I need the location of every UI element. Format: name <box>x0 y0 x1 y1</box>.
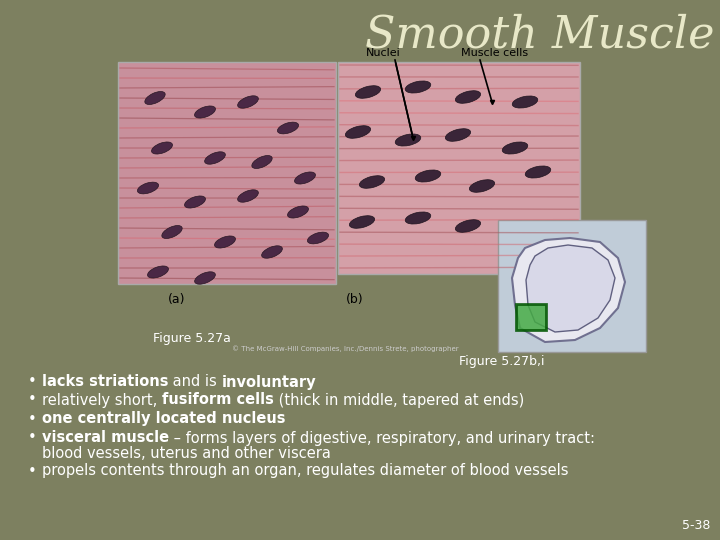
Ellipse shape <box>148 266 168 278</box>
Ellipse shape <box>238 96 258 108</box>
Text: •: • <box>28 375 37 389</box>
Ellipse shape <box>145 91 165 105</box>
Ellipse shape <box>215 236 235 248</box>
Bar <box>118 62 336 284</box>
Text: propels contents through an organ, regulates diameter of blood vessels: propels contents through an organ, regul… <box>42 463 569 478</box>
Text: •: • <box>28 393 37 408</box>
PathPatch shape <box>526 245 615 332</box>
Ellipse shape <box>349 215 374 228</box>
Ellipse shape <box>252 156 272 168</box>
Text: (a): (a) <box>168 293 186 306</box>
Text: (thick in middle, tapered at ends): (thick in middle, tapered at ends) <box>274 393 524 408</box>
Text: and is: and is <box>168 375 222 389</box>
Ellipse shape <box>204 152 225 164</box>
Ellipse shape <box>455 220 481 232</box>
Ellipse shape <box>294 172 315 184</box>
Text: 5-38: 5-38 <box>682 519 710 532</box>
Text: fusiform cells: fusiform cells <box>162 393 274 408</box>
Ellipse shape <box>356 86 381 98</box>
Ellipse shape <box>238 190 258 202</box>
Text: lacks striations: lacks striations <box>42 375 168 389</box>
Ellipse shape <box>415 170 441 182</box>
Ellipse shape <box>151 142 173 154</box>
Ellipse shape <box>287 206 308 218</box>
Ellipse shape <box>512 96 538 108</box>
Ellipse shape <box>277 122 299 134</box>
Ellipse shape <box>455 91 481 103</box>
Text: relatively short,: relatively short, <box>42 393 162 408</box>
Ellipse shape <box>405 81 431 93</box>
Ellipse shape <box>194 272 215 284</box>
Ellipse shape <box>346 126 371 138</box>
Text: •: • <box>28 411 37 427</box>
Text: © The McGraw-Hill Companies, Inc./Dennis Strete, photographer: © The McGraw-Hill Companies, Inc./Dennis… <box>232 345 459 352</box>
Ellipse shape <box>359 176 384 188</box>
PathPatch shape <box>512 238 625 342</box>
Ellipse shape <box>525 166 551 178</box>
Ellipse shape <box>307 232 328 244</box>
Text: •: • <box>28 430 37 445</box>
Text: – forms layers of digestive, respiratory, and urinary tract:: – forms layers of digestive, respiratory… <box>169 430 595 445</box>
Text: one centrally located nucleus: one centrally located nucleus <box>42 411 286 427</box>
Ellipse shape <box>469 180 495 192</box>
Text: Figure 5.27a: Figure 5.27a <box>153 332 231 345</box>
Text: Muscle cells: Muscle cells <box>462 48 528 58</box>
Bar <box>516 304 546 330</box>
Ellipse shape <box>395 134 420 146</box>
Ellipse shape <box>503 142 528 154</box>
Text: Nuclei: Nuclei <box>366 48 400 58</box>
Bar <box>498 220 646 352</box>
Ellipse shape <box>184 196 205 208</box>
Text: blood vessels, uterus and other viscera: blood vessels, uterus and other viscera <box>42 447 331 462</box>
Text: Figure 5.27b,i: Figure 5.27b,i <box>459 355 545 368</box>
Bar <box>338 62 580 274</box>
Ellipse shape <box>138 182 158 194</box>
Ellipse shape <box>405 212 431 224</box>
Ellipse shape <box>446 129 471 141</box>
Ellipse shape <box>261 246 282 258</box>
Text: involuntary: involuntary <box>222 375 317 389</box>
Text: (b): (b) <box>346 293 364 306</box>
Ellipse shape <box>194 106 215 118</box>
Ellipse shape <box>162 226 182 239</box>
Text: visceral muscle: visceral muscle <box>42 430 169 445</box>
Text: •: • <box>28 463 37 478</box>
Text: Smooth Muscle: Smooth Muscle <box>365 14 715 57</box>
